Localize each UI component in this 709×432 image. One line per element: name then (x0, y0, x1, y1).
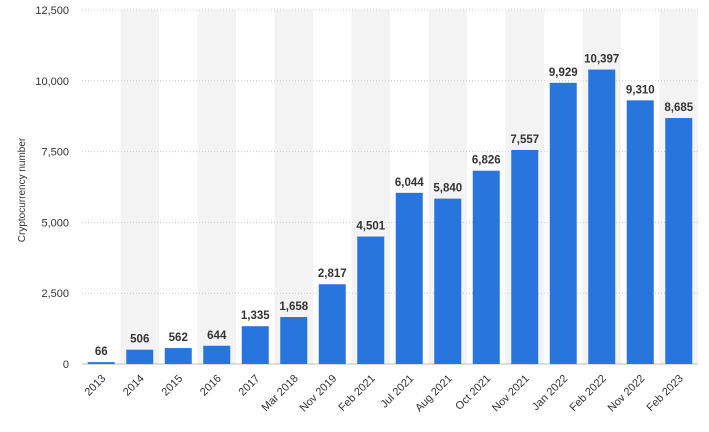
x-tick-label: Jan 2022 (530, 373, 570, 413)
bar (626, 100, 654, 365)
data-label: 644 (207, 330, 227, 342)
bar (511, 149, 539, 364)
data-label: 506 (130, 334, 149, 346)
x-tick-label: Nov 2019 (298, 373, 340, 415)
x-tick-label: 2014 (121, 373, 147, 399)
data-label: 9,929 (549, 67, 578, 79)
data-label: 562 (169, 332, 188, 344)
data-label: 1,335 (241, 310, 270, 322)
y-tick-label: 7,500 (41, 147, 69, 159)
column-band (197, 10, 236, 364)
bar (164, 348, 192, 364)
x-tick-label: Oct 2021 (453, 373, 493, 413)
bar (434, 198, 462, 364)
bar (87, 362, 115, 364)
data-label: 7,557 (510, 134, 539, 146)
x-tick-label: Nov 2022 (606, 373, 648, 415)
bar (395, 192, 423, 364)
x-tick-label: 2016 (198, 373, 224, 399)
data-label: 10,397 (584, 54, 619, 66)
data-label: 8,685 (664, 102, 693, 114)
data-label: 9,310 (626, 84, 655, 96)
x-tick-label: Aug 2021 (413, 373, 455, 415)
bar (588, 69, 616, 365)
bar (126, 349, 154, 364)
bar (203, 345, 231, 364)
x-tick-label: Feb 2022 (568, 373, 609, 414)
data-label: 2,817 (318, 268, 347, 280)
y-axis-ticks: 0 2,500 5,000 7,500 10,000 12,500 (35, 5, 69, 371)
bar (318, 284, 346, 364)
x-tick-label: Mar 2018 (260, 373, 301, 414)
bar (472, 170, 500, 364)
bar (549, 82, 577, 364)
y-tick-label: 0 (63, 359, 69, 371)
bar (241, 326, 269, 364)
x-tick-label: 2017 (237, 373, 263, 399)
x-tick-label: Feb 2023 (645, 373, 686, 414)
y-axis-title: Cryptocurrency number (17, 137, 28, 242)
bars (87, 69, 693, 365)
x-tick-label: Jul 2021 (378, 373, 416, 411)
x-tick-label: Nov 2021 (490, 373, 532, 415)
column-band (274, 10, 313, 364)
bar (357, 236, 385, 364)
data-label: 6,826 (472, 155, 501, 167)
x-tick-label: 2013 (83, 373, 109, 399)
column-band (120, 10, 159, 364)
x-tick-label: Feb 2021 (337, 373, 378, 414)
y-tick-label: 10,000 (35, 76, 69, 88)
data-label: 4,501 (356, 221, 385, 233)
data-label: 1,658 (279, 301, 308, 313)
bar (665, 118, 693, 364)
y-tick-label: 5,000 (41, 217, 69, 229)
data-labels: 66 506 562 644 1,335 1,658 2,817 4,501 6,044 5,84… (95, 54, 694, 359)
data-label: 5,840 (433, 183, 462, 195)
data-label: 6,044 (395, 177, 424, 189)
y-tick-label: 12,500 (35, 5, 69, 17)
data-label: 66 (95, 346, 108, 358)
x-tick-label: 2015 (160, 373, 186, 399)
y-tick-label: 2,500 (41, 288, 69, 300)
bar (280, 317, 308, 364)
